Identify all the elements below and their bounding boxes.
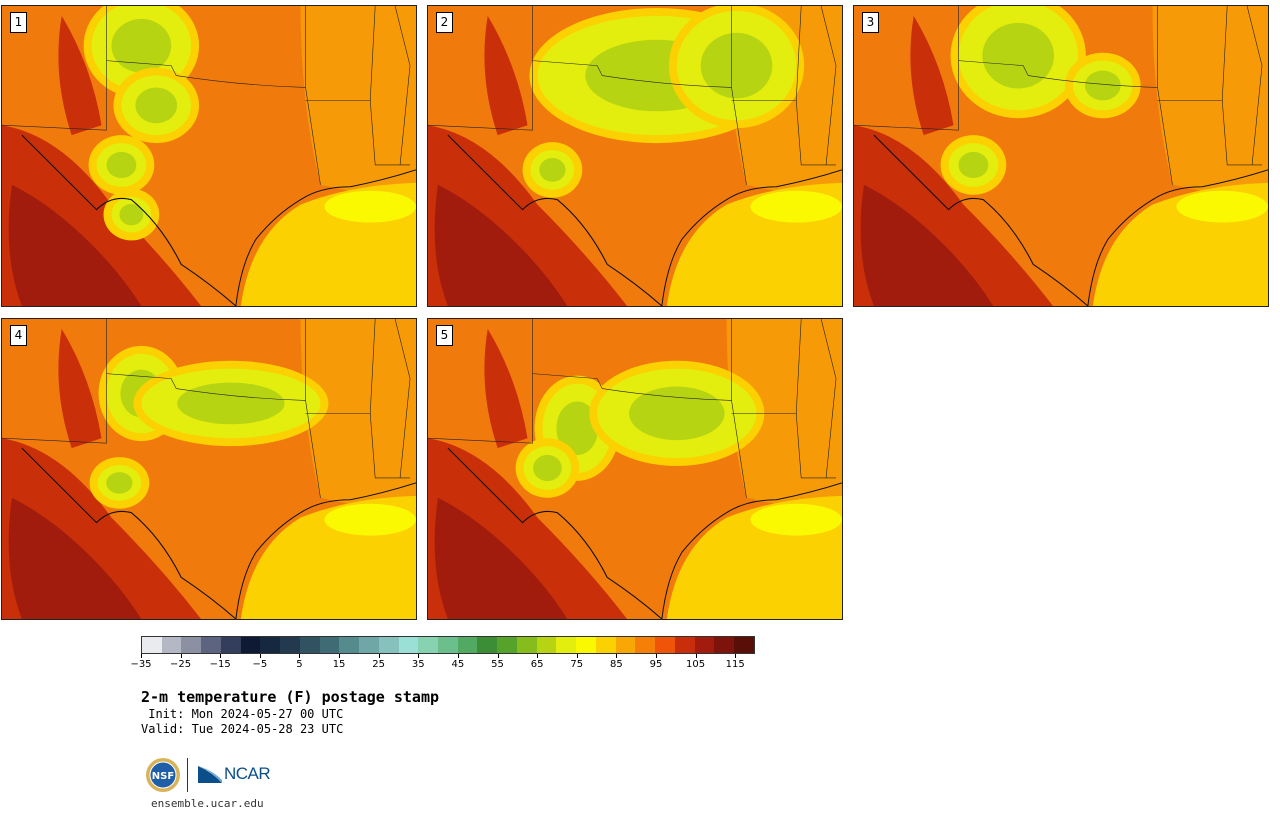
colorbar-swatch: [438, 637, 458, 653]
colorbar-tick: [378, 654, 380, 658]
colorbar-swatch: [694, 637, 715, 653]
colorbar-tick-label: −25: [170, 659, 192, 670]
colorbar-tick-label: 85: [609, 659, 623, 670]
colorbar-swatch: [497, 637, 517, 653]
map-panel-1: 1: [1, 5, 417, 307]
colorbar-tick-label: 55: [491, 659, 504, 670]
colorbar-tick-label: 105: [686, 659, 706, 670]
colorbar-swatch: [319, 637, 340, 653]
colorbar-tick-label: 65: [530, 659, 544, 670]
colorbar-swatch: [398, 637, 419, 653]
valid-time: Valid: Tue 2024-05-28 23 UTC: [141, 722, 344, 736]
colorbar-tick: [180, 654, 182, 658]
colorbar-tick: [655, 654, 657, 658]
colorbar-swatch: [536, 637, 557, 653]
ncar-mark-icon: [198, 766, 222, 783]
colorbar-swatch: [477, 637, 498, 653]
colorbar-tick-label: 25: [372, 659, 386, 670]
colorbar-tick: [497, 654, 499, 658]
colorbar-swatch: [260, 637, 281, 653]
colorbar-tick: [616, 654, 618, 658]
colorbar: [141, 636, 755, 654]
colorbar-tick-label: 5: [296, 659, 303, 670]
ncar-logo: NCAR: [198, 762, 271, 786]
colorbar-swatch: [280, 637, 300, 653]
map-panel-4: 4: [1, 318, 417, 620]
colorbar-tick-label: 35: [411, 659, 425, 670]
map-panel-2: 2: [427, 5, 843, 307]
colorbar-swatch: [359, 637, 379, 653]
colorbar-tick: [735, 654, 737, 658]
colorbar-swatch: [714, 637, 735, 653]
ncar-logo-text: NCAR: [224, 764, 271, 783]
colorbar-tick: [220, 654, 222, 658]
panel-number-label: 3: [862, 12, 879, 33]
init-time: Init: Mon 2024-05-27 00 UTC: [141, 707, 344, 721]
colorbar-tick: [576, 654, 578, 658]
panel-number-label: 4: [10, 325, 27, 346]
colorbar-tick-label: −15: [209, 659, 231, 670]
temperature-field: [854, 6, 1268, 306]
colorbar-swatch: [576, 637, 596, 653]
map-panel-5: 5: [427, 318, 843, 620]
colorbar-swatch: [201, 637, 221, 653]
colorbar-tick-label: 115: [725, 659, 745, 670]
temperature-field: [2, 6, 416, 306]
colorbar-tick-label: 75: [570, 659, 584, 670]
colorbar-swatch: [378, 637, 399, 653]
colorbar-tick: [537, 654, 539, 658]
colorbar-swatch: [181, 637, 202, 653]
colorbar-swatch: [161, 637, 182, 653]
colorbar-swatch: [655, 637, 675, 653]
website-url: ensemble.ucar.edu: [151, 797, 264, 810]
colorbar-swatch: [674, 637, 695, 653]
colorbar-swatch: [615, 637, 636, 653]
colorbar-tick: [339, 654, 341, 658]
logo-divider: [187, 758, 188, 792]
colorbar-swatch: [240, 637, 261, 653]
colorbar-tick: [299, 654, 301, 658]
colorbar-tick-label: −35: [130, 659, 152, 670]
colorbar-swatch: [418, 637, 439, 653]
nsf-logo-text: NSF: [152, 771, 174, 782]
colorbar-swatch: [734, 637, 754, 653]
colorbar-tick-label: −5: [252, 659, 268, 670]
colorbar-swatch: [516, 637, 537, 653]
temperature-field: [428, 6, 842, 306]
colorbar-tick: [418, 654, 420, 658]
colorbar-swatch: [299, 637, 320, 653]
colorbar-tick-label: 15: [332, 659, 346, 670]
temperature-field: [428, 319, 842, 619]
panel-number-label: 2: [436, 12, 453, 33]
nsf-logo: NSF: [146, 758, 180, 792]
colorbar-tick: [695, 654, 697, 658]
colorbar-ticks: −35 −25 −15 −5 5 15 25 35 45 55 65 75 85 95 105 115: [130, 654, 755, 674]
panel-number-label: 1: [10, 12, 27, 33]
colorbar-swatch: [595, 637, 616, 653]
colorbar-swatch: [556, 637, 577, 653]
colorbar-tick: [259, 654, 261, 658]
colorbar-swatch: [142, 637, 162, 653]
colorbar-swatch: [635, 637, 656, 653]
colorbar-tick: [141, 654, 142, 658]
colorbar-swatch: [220, 637, 241, 653]
map-panel-3: 3: [853, 5, 1269, 307]
panel-number-label: 5: [436, 325, 453, 346]
temperature-field: [2, 319, 416, 619]
plot-title: 2-m temperature (F) postage stamp: [141, 688, 440, 706]
colorbar-tick-label: 95: [649, 659, 663, 670]
colorbar-tick-label: 45: [451, 659, 465, 670]
colorbar-swatch: [457, 637, 478, 653]
colorbar-swatch: [339, 637, 360, 653]
colorbar-tick: [457, 654, 459, 658]
